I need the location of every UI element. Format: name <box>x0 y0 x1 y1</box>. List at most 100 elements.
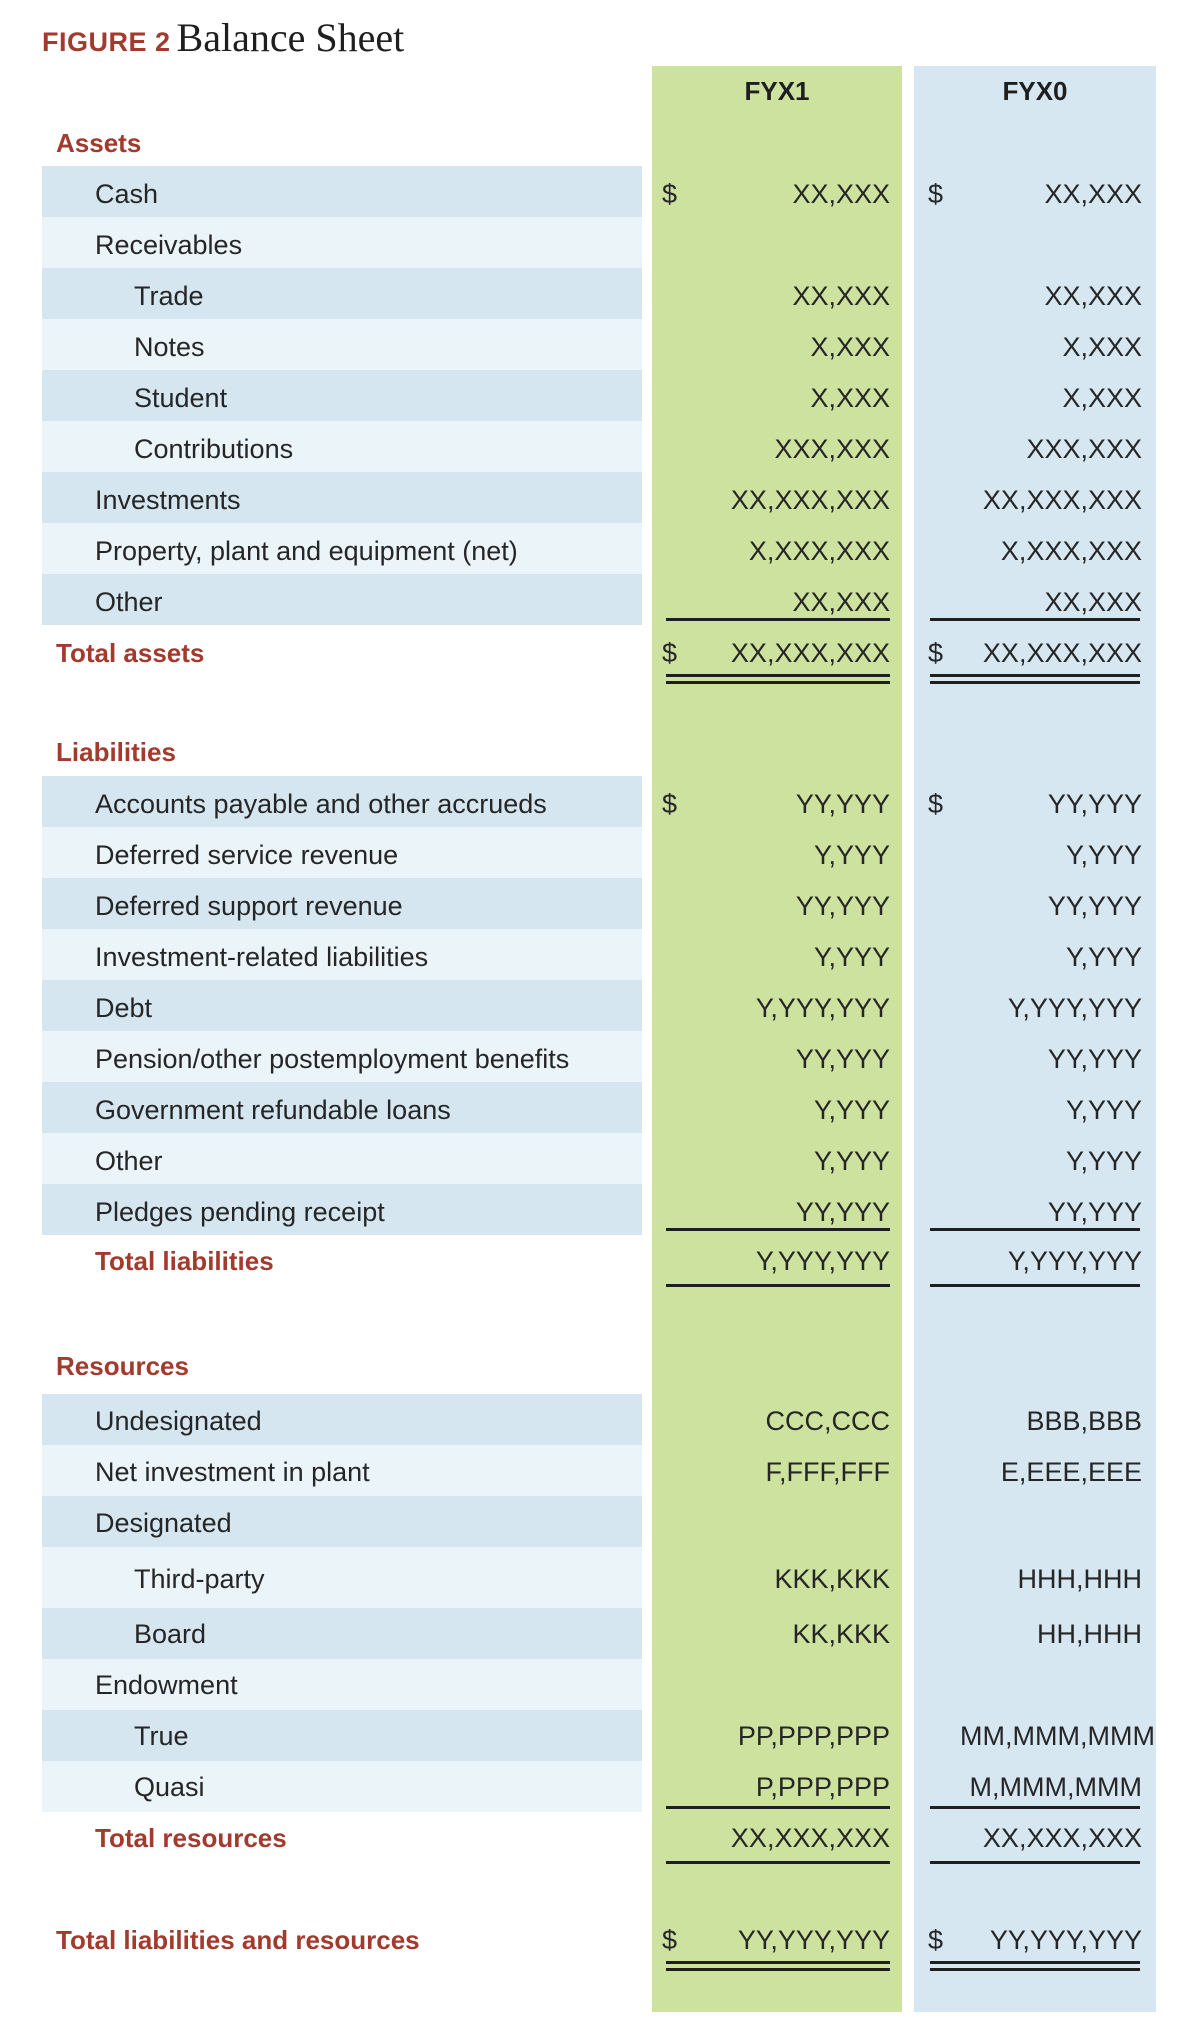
total-assets-label: Total assets <box>56 638 205 668</box>
row-label-cash: Cash <box>95 179 159 209</box>
value-fyx0: Y,YYY <box>1065 1095 1142 1125</box>
row-band <box>42 1394 642 1445</box>
double-rule <box>930 1961 1140 1964</box>
subtotal-rule <box>666 1228 890 1231</box>
dollar-sign: $ <box>928 638 944 668</box>
value-fyx0: HHH,HHH <box>1017 1564 1143 1594</box>
row-band <box>42 370 642 421</box>
row-label-debt: Debt <box>95 993 153 1023</box>
value-fyx0: XX,XXX <box>1044 179 1142 209</box>
value-fyx1: XX,XXX <box>792 179 890 209</box>
value-fyx1: X,XXX <box>810 383 890 413</box>
total-rule <box>666 1284 890 1287</box>
value-fyx1: KK,KKK <box>792 1619 890 1649</box>
row-band <box>42 1608 642 1659</box>
double-rule <box>666 674 890 677</box>
dollar-sign: $ <box>928 1925 944 1955</box>
row-label-undesignated: Undesignated <box>95 1406 262 1436</box>
value-fyx0: XXX,XXX <box>1026 434 1142 464</box>
total-assets-fyx1: XX,XXX,XXX <box>730 638 890 668</box>
value-fyx1: YY,YYY <box>795 789 890 819</box>
dollar-sign: $ <box>928 179 944 209</box>
row-band <box>42 268 642 319</box>
column-header-fyx0: FYX0 <box>1002 76 1068 106</box>
row-band <box>42 1184 642 1235</box>
value-fyx1: YY,YYY <box>795 1197 890 1227</box>
value-fyx0: YY,YYY <box>1047 891 1142 921</box>
row-band <box>42 319 642 370</box>
double-rule <box>666 1961 890 1964</box>
row-band <box>42 1547 642 1608</box>
double-rule <box>930 674 1140 677</box>
value-fyx1: Y,YYY <box>813 1095 890 1125</box>
row-label-accounts-payable: Accounts payable and other accrueds <box>95 789 547 819</box>
row-band <box>42 1082 642 1133</box>
row-label-deferred-service: Deferred service revenue <box>95 840 399 870</box>
value-fyx1: PP,PPP,PPP <box>737 1721 890 1751</box>
row-label-student: Student <box>134 383 228 413</box>
row-label-trade: Trade <box>134 281 204 311</box>
value-fyx1: XX,XXX <box>792 587 890 617</box>
row-label-pledges: Pledges pending receipt <box>95 1197 385 1227</box>
value-fyx1: YY,YYY <box>795 1044 890 1074</box>
total-resources-fyx0: XX,XXX,XXX <box>982 1823 1142 1853</box>
row-label-pension: Pension/other postemployment benefits <box>95 1044 570 1074</box>
total-rule <box>930 1284 1140 1287</box>
row-label-property: Property, plant and equipment (net) <box>95 536 518 566</box>
value-fyx0: X,XXX <box>1062 383 1142 413</box>
value-fyx1: X,XXX,XXX <box>748 536 890 566</box>
value-fyx1: Y,YYY <box>813 1146 890 1176</box>
row-label-investment-related: Investment-related liabilities <box>95 942 429 972</box>
total-liabilities-fyx1: Y,YYY,YYY <box>755 1246 890 1276</box>
total-resources-label: Total resources <box>95 1823 287 1853</box>
row-band <box>42 1133 642 1184</box>
value-fyx1: X,XXX <box>810 332 890 362</box>
row-band <box>42 217 642 268</box>
section-heading-liabilities: Liabilities <box>56 737 176 767</box>
total-liabilities-label: Total liabilities <box>95 1246 274 1276</box>
row-label-designated: Designated <box>95 1508 232 1538</box>
dollar-sign: $ <box>928 789 944 819</box>
row-band <box>42 1659 642 1710</box>
value-fyx0: Y,YYY,YYY <box>1007 993 1142 1023</box>
row-label-true: True <box>134 1721 189 1751</box>
value-fyx0: M,MMM,MMM <box>969 1772 1142 1802</box>
row-band <box>42 1445 642 1496</box>
row-label-contributions: Contributions <box>134 434 294 464</box>
dollar-sign: $ <box>662 638 678 668</box>
row-label-investments: Investments <box>95 485 241 515</box>
subtotal-rule <box>930 1228 1140 1231</box>
value-fyx1: Y,YYY <box>813 840 890 870</box>
row-band <box>42 166 642 217</box>
total-assets-fyx0: XX,XXX,XXX <box>982 638 1142 668</box>
double-rule <box>930 1968 1140 1971</box>
row-band <box>42 421 642 472</box>
fyx1-column-background <box>652 66 902 2012</box>
row-band <box>42 878 642 929</box>
row-band <box>42 574 642 625</box>
double-rule <box>930 681 1140 684</box>
row-label-endowment: Endowment <box>95 1670 238 1700</box>
row-band <box>42 776 642 827</box>
row-label-other: Other <box>95 1146 163 1176</box>
total-rule <box>666 1861 890 1864</box>
fyx0-column-background <box>914 66 1156 2012</box>
value-fyx1: KKK,KKK <box>774 1564 890 1594</box>
value-fyx1: F,FFF,FFF <box>765 1457 890 1487</box>
row-label-quasi: Quasi <box>134 1772 205 1802</box>
value-fyx1: XXX,XXX <box>774 434 890 464</box>
value-fyx0: MM,MMM,MMM <box>960 1721 1155 1751</box>
row-band <box>42 980 642 1031</box>
value-fyx1: XX,XXX <box>792 281 890 311</box>
section-heading-resources: Resources <box>56 1351 189 1381</box>
value-fyx0: BBB,BBB <box>1026 1406 1142 1436</box>
value-fyx0: HH,HHH <box>1037 1619 1142 1649</box>
figure-label: FIGURE 2 <box>42 27 171 57</box>
value-fyx1: Y,YYY <box>813 942 890 972</box>
value-fyx0: E,EEE,EEE <box>1000 1457 1142 1487</box>
row-label-net-investment: Net investment in plant <box>95 1457 370 1487</box>
value-fyx0: XX,XXX <box>1044 587 1142 617</box>
figure-heading: Balance Sheet <box>176 15 405 60</box>
dollar-sign: $ <box>662 179 678 209</box>
row-label-receivables: Receivables <box>95 230 243 260</box>
